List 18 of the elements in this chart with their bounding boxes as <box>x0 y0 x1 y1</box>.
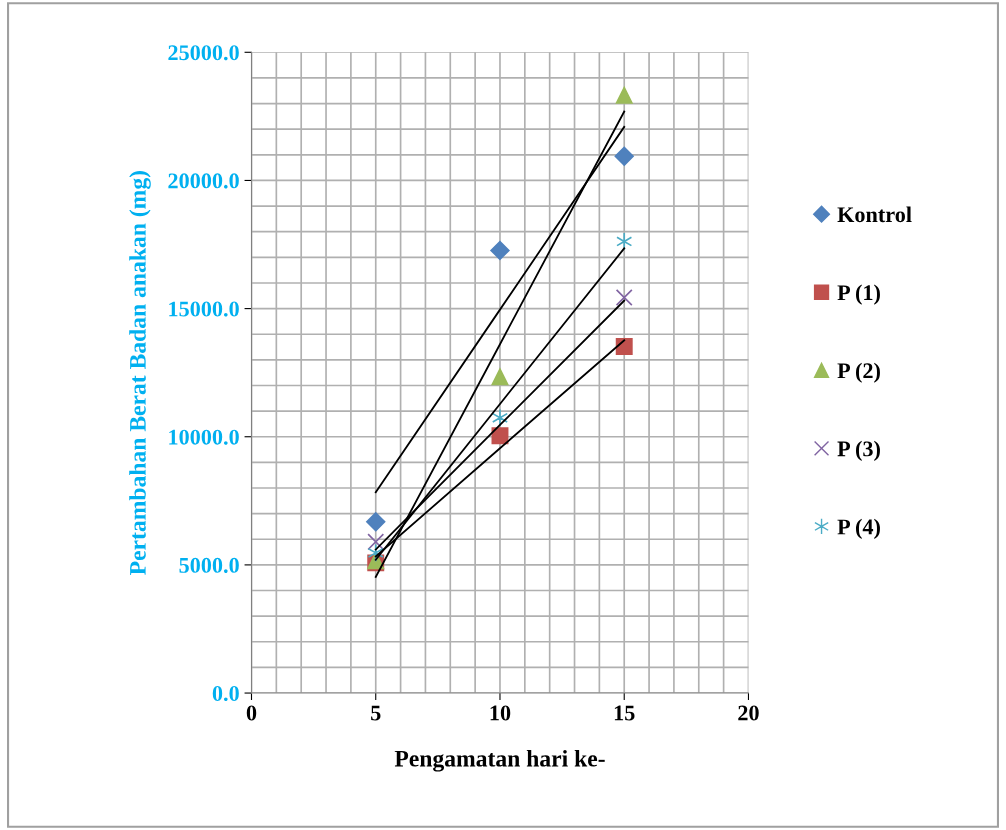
x-tick-label: 20 <box>738 705 759 721</box>
legend-label: P (3) <box>837 440 880 461</box>
x-tick-label: 0 <box>246 705 257 721</box>
y-tick-label: 0.0 <box>212 685 239 702</box>
y-tick-label: 5000.0 <box>179 557 239 573</box>
y-tick-label: 10000.0 <box>169 429 239 445</box>
x-tick-label: 5 <box>371 705 381 721</box>
y-tick-label: 20000.0 <box>168 173 239 189</box>
legend-label: P (2) <box>837 362 880 383</box>
legend-label: P (4) <box>837 518 880 539</box>
x-axis-title: Pengamatan hari ke- <box>394 750 605 772</box>
x-tick-label: 15 <box>614 705 635 721</box>
x-tick-label: 10 <box>490 705 511 721</box>
y-axis-title: Pertambahan Berat Badan anakan (mg) <box>129 171 151 575</box>
legend-label: P (1) <box>837 284 880 305</box>
y-tick-label: 25000.0 <box>168 45 239 61</box>
legend-label: Kontrol <box>837 206 912 223</box>
y-tick-label: 15000.0 <box>169 301 239 317</box>
